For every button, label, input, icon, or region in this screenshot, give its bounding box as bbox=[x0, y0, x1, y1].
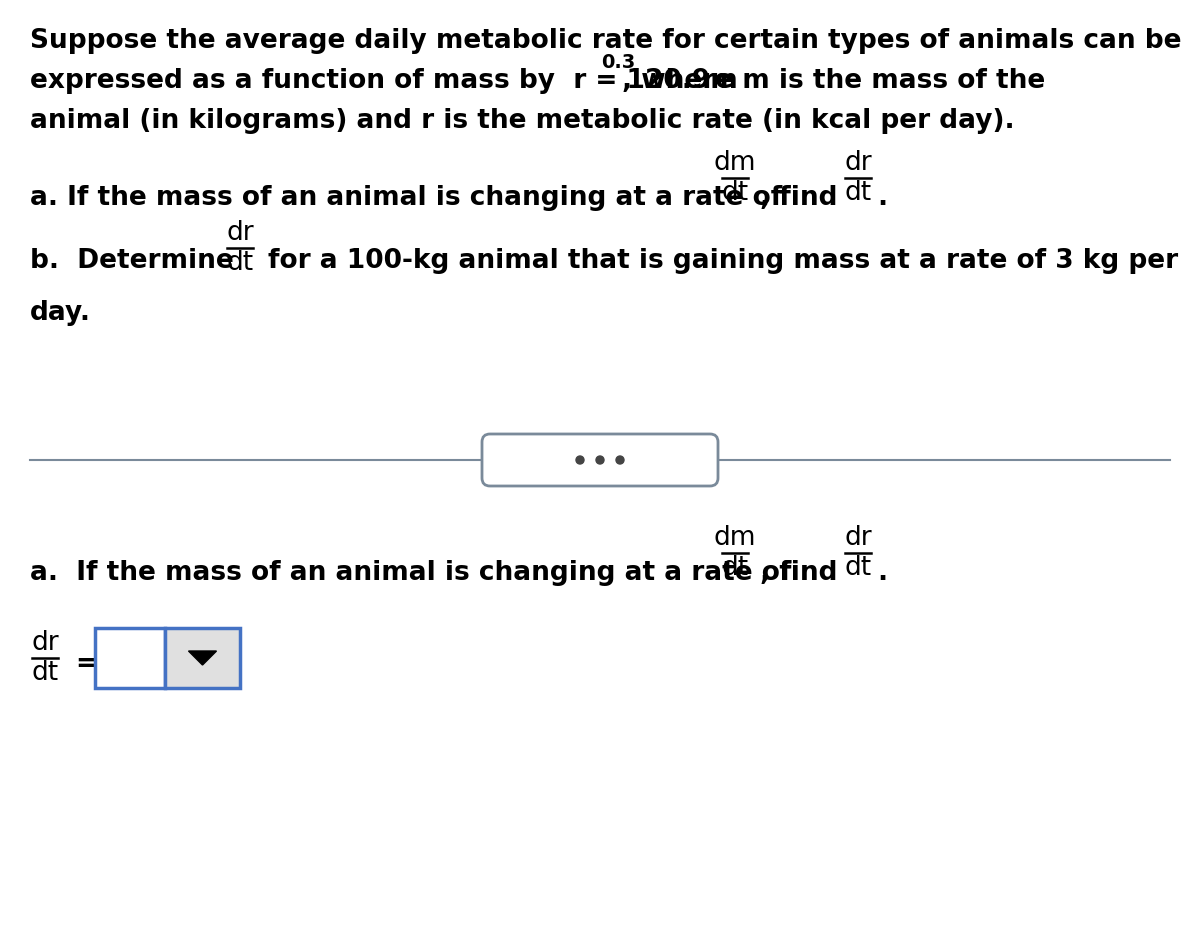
Text: dt: dt bbox=[845, 555, 871, 581]
Circle shape bbox=[576, 456, 584, 464]
Text: animal (in kilograms) and r is the metabolic rate (in kcal per day).: animal (in kilograms) and r is the metab… bbox=[30, 108, 1015, 134]
Text: for a 100-kg animal that is gaining mass at a rate of 3 kg per: for a 100-kg animal that is gaining mass… bbox=[268, 248, 1178, 274]
Text: Suppose the average daily metabolic rate for certain types of animals can be: Suppose the average daily metabolic rate… bbox=[30, 28, 1182, 54]
Text: b.  Determine: b. Determine bbox=[30, 248, 234, 274]
Text: =: = bbox=[74, 651, 97, 677]
Polygon shape bbox=[188, 651, 216, 665]
Text: dt: dt bbox=[721, 180, 749, 206]
Text: dr: dr bbox=[844, 525, 872, 551]
Text: a. If the mass of an animal is changing at a rate of: a. If the mass of an animal is changing … bbox=[30, 185, 782, 211]
Text: 0.3: 0.3 bbox=[601, 53, 635, 72]
Text: .: . bbox=[877, 185, 887, 211]
Text: expressed as a function of mass by  r = 120.9m: expressed as a function of mass by r = 1… bbox=[30, 68, 738, 94]
Text: , where m is the mass of the: , where m is the mass of the bbox=[622, 68, 1045, 94]
Text: dt: dt bbox=[845, 180, 871, 206]
FancyBboxPatch shape bbox=[95, 628, 166, 688]
Text: dt: dt bbox=[227, 250, 253, 276]
Text: dr: dr bbox=[844, 150, 872, 176]
Text: dr: dr bbox=[31, 630, 59, 656]
FancyBboxPatch shape bbox=[482, 434, 718, 486]
Text: dm: dm bbox=[714, 150, 756, 176]
Text: , find: , find bbox=[760, 185, 838, 211]
Text: dt: dt bbox=[721, 555, 749, 581]
Text: day.: day. bbox=[30, 300, 91, 326]
Text: dr: dr bbox=[226, 220, 254, 246]
FancyBboxPatch shape bbox=[166, 628, 240, 688]
Circle shape bbox=[596, 456, 604, 464]
Circle shape bbox=[616, 456, 624, 464]
Text: .: . bbox=[877, 560, 887, 586]
Text: dm: dm bbox=[714, 525, 756, 551]
Text: a.  If the mass of an animal is changing at a rate of: a. If the mass of an animal is changing … bbox=[30, 560, 791, 586]
Text: , find: , find bbox=[760, 560, 838, 586]
Text: dt: dt bbox=[31, 660, 59, 686]
